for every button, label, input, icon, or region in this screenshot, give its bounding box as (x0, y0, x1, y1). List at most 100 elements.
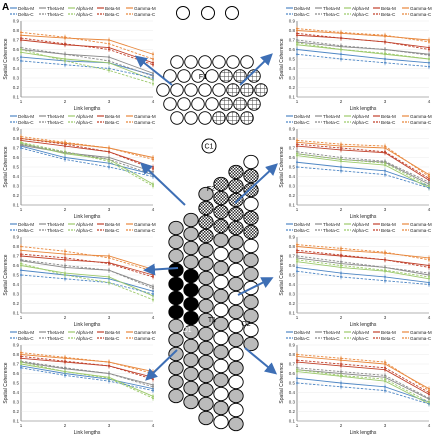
data-point (340, 264, 342, 267)
data-point (152, 158, 154, 161)
series-line (296, 143, 430, 179)
legend-entry: Alpha-M (352, 114, 369, 119)
legend-entry: Delta-C (294, 336, 310, 341)
y-tick-label: 0.3 (13, 76, 20, 81)
data-point (20, 147, 22, 149)
series-line (20, 265, 154, 297)
data-point (20, 141, 22, 144)
data-point (384, 266, 386, 269)
legend-entry: Gamma-C (410, 12, 432, 17)
electrode (213, 288, 229, 304)
y-tick-label: 0.6 (289, 263, 296, 268)
electrode (183, 212, 199, 228)
legend-entry: Beta-C (105, 12, 120, 17)
series-line (20, 253, 154, 278)
data-point (428, 175, 430, 178)
electrode (228, 248, 244, 264)
series-line (20, 144, 154, 173)
series-line (20, 263, 154, 301)
arrow-to-chart-7 (145, 349, 178, 381)
region-label-f2: F2 (207, 186, 215, 193)
y-axis-label: Spatial Coherence (279, 362, 285, 403)
legend-entry: Theta-C (323, 12, 340, 17)
y-tick-label: 0.9 (13, 343, 20, 348)
data-point (108, 160, 110, 163)
x-tick-label: 2 (64, 315, 67, 320)
legend-entry: Delta-C (294, 228, 310, 233)
electrode (198, 326, 214, 342)
data-point (152, 397, 154, 400)
y-tick-label: 0.1 (13, 419, 20, 424)
data-point (20, 37, 22, 40)
data-point (296, 255, 298, 257)
y-tick-label: 0.7 (13, 254, 20, 259)
data-point (340, 382, 342, 384)
series-line (296, 141, 430, 175)
legend-entry: Alpha-C (76, 228, 93, 233)
electrode (228, 192, 244, 208)
arrow-to-chart-5 (143, 263, 179, 276)
data-point (108, 48, 110, 51)
y-tick-label: 0.8 (289, 244, 296, 249)
series-line (20, 60, 154, 79)
legend-entry: Theta-M (323, 114, 340, 119)
data-point (384, 374, 386, 377)
series-line (20, 255, 154, 276)
electrode (163, 97, 177, 111)
data-point (428, 181, 430, 184)
legend-entry: Delta-C (18, 12, 34, 17)
y-tick-label: 0.1 (13, 203, 20, 208)
x-tick-label: 3 (108, 315, 111, 320)
y-axis-label: Spatial Coherence (279, 38, 285, 79)
electrode (198, 298, 214, 314)
electrode (198, 354, 214, 370)
electrode (183, 268, 199, 284)
arrow-to-chart-1 (134, 55, 173, 86)
chart-panel: Delta-M Theta-M Alpha-M Beta-M Gamma-M Delta-… (3, 222, 156, 328)
electrode (168, 332, 184, 348)
y-tick-label: 0.8 (13, 352, 20, 357)
data-point (20, 245, 22, 248)
electrode (228, 206, 244, 222)
legend-entry: Gamma-C (410, 228, 432, 233)
data-point (296, 258, 298, 261)
x-tick-label: 1 (296, 315, 299, 320)
data-point (64, 53, 66, 56)
data-point (296, 39, 298, 41)
y-tick-label: 0.2 (289, 409, 296, 414)
electrode (183, 310, 199, 326)
x-tick-label: 1 (20, 423, 23, 428)
legend-entry: Beta-M (105, 114, 120, 119)
electrode (198, 228, 214, 244)
electrode (219, 97, 233, 111)
data-point (152, 385, 154, 388)
legend-entry: Delta-M (294, 222, 310, 227)
arrow-to-chart-6 (237, 277, 274, 296)
legend-entry: Beta-C (105, 336, 120, 341)
legend-entry: Beta-M (381, 6, 396, 11)
electrode (198, 312, 214, 328)
electrode (177, 97, 191, 111)
y-tick-label: 0.7 (289, 362, 296, 367)
y-tick-label: 0.5 (289, 57, 296, 62)
y-axis-label: Spatial Coherence (279, 254, 285, 295)
electrode (243, 266, 259, 282)
electrode (183, 254, 199, 270)
upper-electrode-array (156, 55, 268, 125)
y-tick-label: 0.9 (13, 19, 20, 24)
data-point (64, 366, 66, 369)
x-tick-label: 1 (296, 207, 299, 212)
series-line (296, 251, 430, 266)
data-point (152, 298, 154, 301)
data-point (340, 48, 342, 51)
data-point (20, 135, 22, 138)
data-point (384, 366, 386, 369)
electrode (198, 410, 214, 426)
y-tick-label: 0.2 (13, 193, 20, 198)
electrode (198, 396, 214, 412)
x-tick-label: 1 (20, 315, 23, 320)
x-axis-label: Link lengths (74, 214, 101, 220)
y-tick-label: 0.2 (13, 85, 20, 90)
data-point (64, 150, 66, 153)
